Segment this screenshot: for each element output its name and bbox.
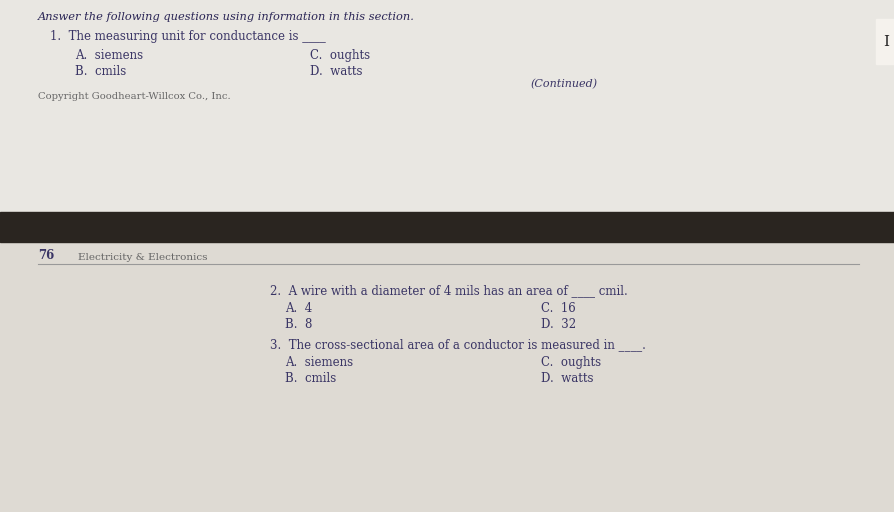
- Text: A.  4: A. 4: [285, 302, 312, 315]
- Text: Answer the following questions using information in this section.: Answer the following questions using inf…: [38, 12, 415, 22]
- Text: (Continued): (Continued): [530, 79, 597, 89]
- Text: I: I: [882, 35, 888, 49]
- Text: C.  oughts: C. oughts: [310, 49, 370, 62]
- Text: Copyright Goodheart-Willcox Co., Inc.: Copyright Goodheart-Willcox Co., Inc.: [38, 92, 231, 101]
- Text: 76: 76: [38, 249, 55, 262]
- Text: 3.  The cross-sectional area of a conductor is measured in ____.: 3. The cross-sectional area of a conduct…: [270, 338, 645, 351]
- Text: B.  8: B. 8: [285, 318, 312, 331]
- Text: A.  siemens: A. siemens: [285, 356, 353, 369]
- Text: Electricity & Electronics: Electricity & Electronics: [78, 253, 207, 262]
- Bar: [0, 0, 894, 212]
- Bar: [0, 212, 894, 242]
- Text: B.  cmils: B. cmils: [285, 372, 336, 385]
- Text: 2.  A wire with a diameter of 4 mils has an area of ____ cmil.: 2. A wire with a diameter of 4 mils has …: [270, 284, 628, 297]
- Text: C.  16: C. 16: [540, 302, 575, 315]
- Text: A.  siemens: A. siemens: [75, 49, 143, 62]
- Text: D.  watts: D. watts: [540, 372, 593, 385]
- Text: D.  32: D. 32: [540, 318, 575, 331]
- Text: B.  cmils: B. cmils: [75, 65, 126, 78]
- Text: C.  oughts: C. oughts: [540, 356, 600, 369]
- Text: D.  watts: D. watts: [310, 65, 362, 78]
- Text: 1.  The measuring unit for conductance is ____: 1. The measuring unit for conductance is…: [50, 30, 325, 43]
- Bar: [0, 242, 894, 512]
- Bar: [875, 19, 894, 64]
